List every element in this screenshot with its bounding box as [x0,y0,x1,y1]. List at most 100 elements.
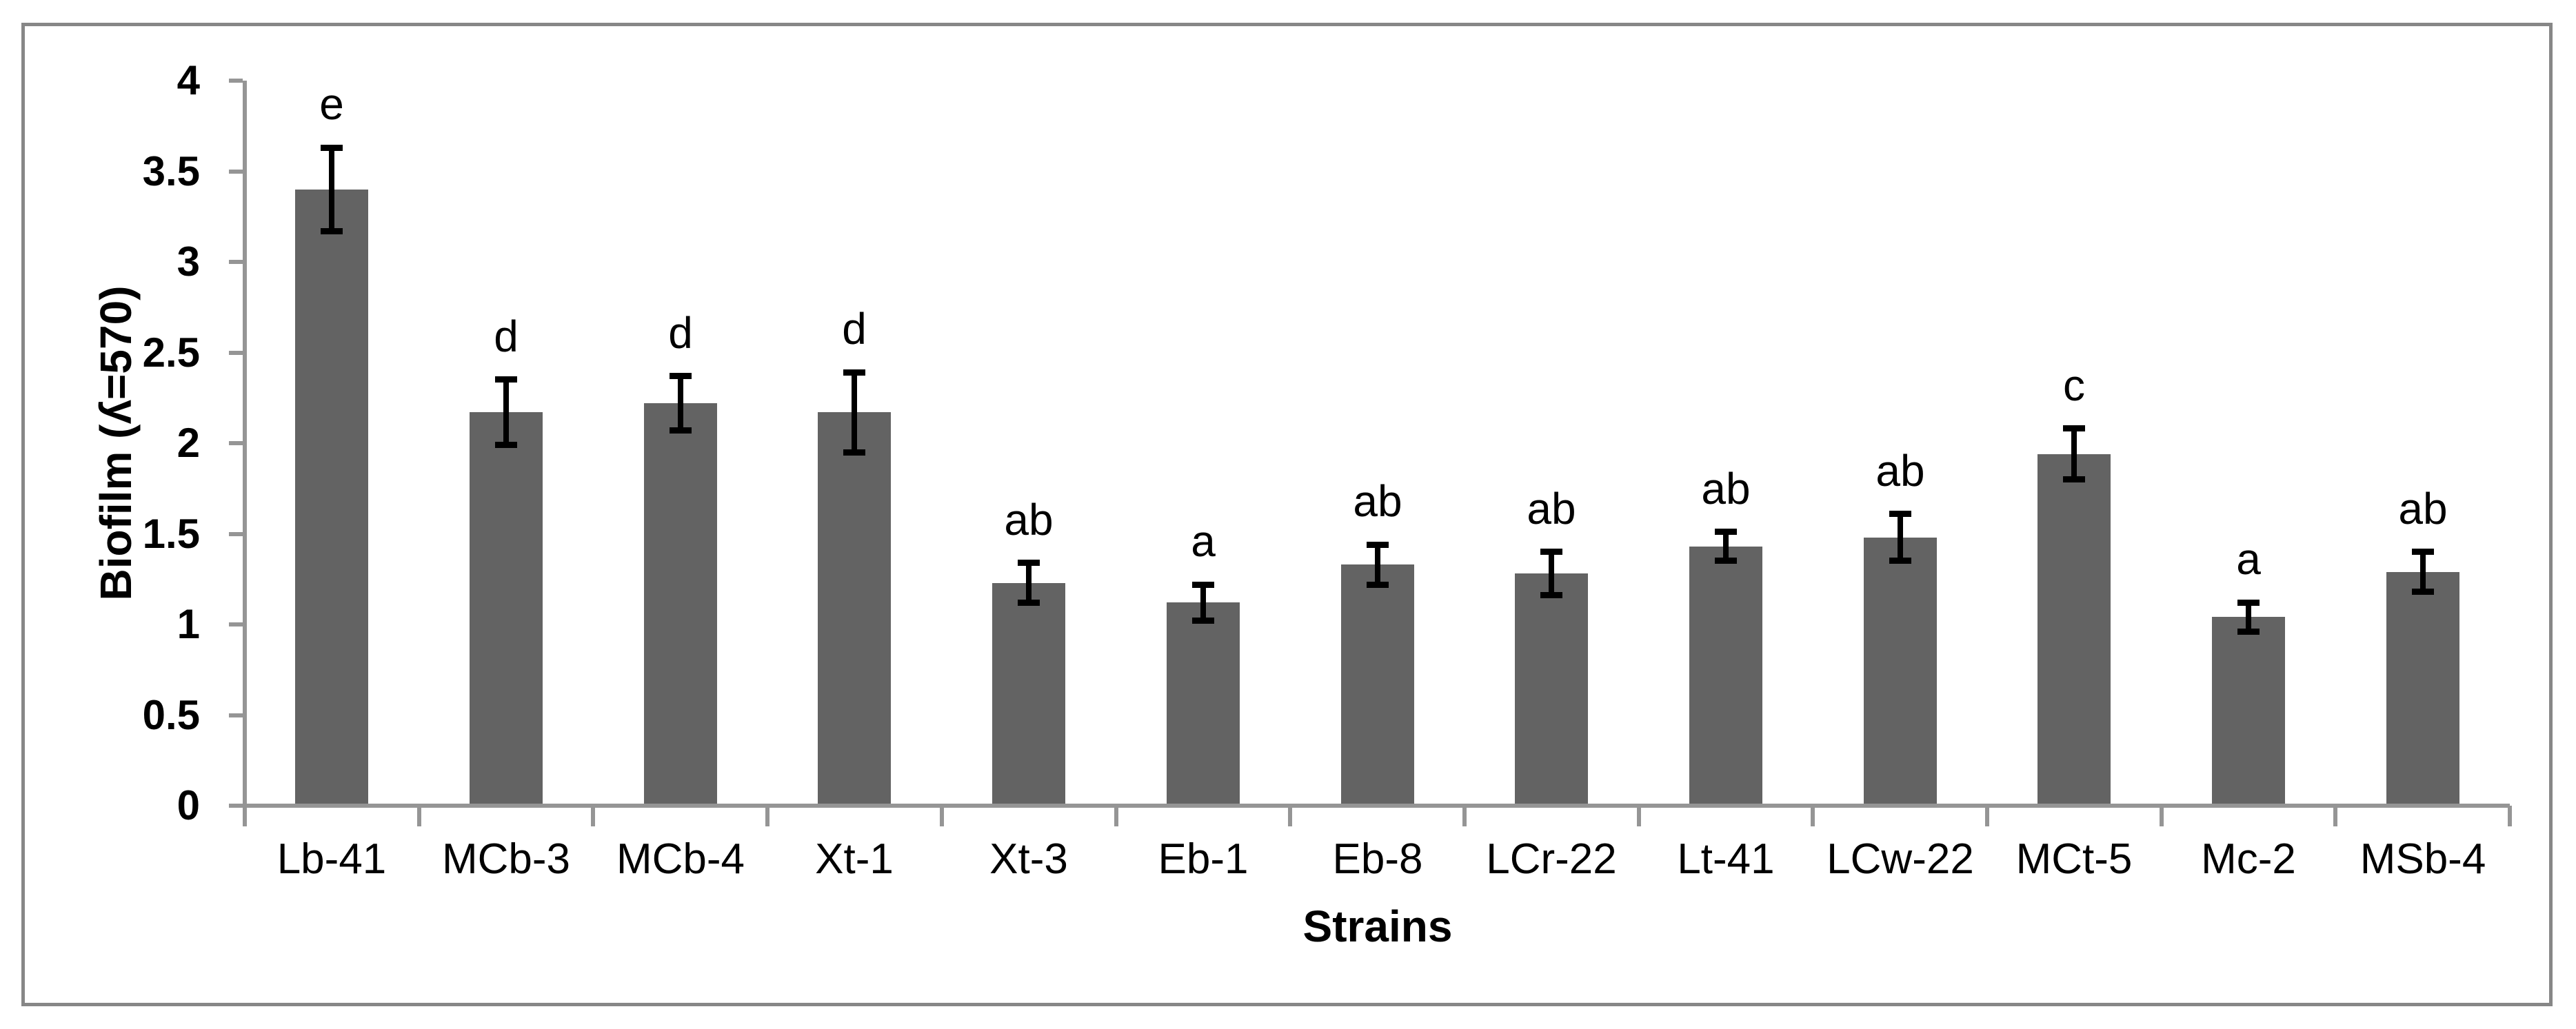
x-tick [765,806,769,826]
y-tick-label: 1 [177,601,200,647]
x-axis-baseline [243,804,2510,808]
significance-letter: a [1191,516,1216,566]
significance-letter: ab [1004,495,1054,544]
error-bar-cap-bottom [495,442,517,448]
error-bar-cap-bottom [2412,589,2434,595]
x-tick [940,806,944,826]
x-tick [2160,806,2164,826]
x-tick [2508,806,2512,826]
significance-letter: a [2236,534,2261,584]
error-bar-cap-bottom [843,449,865,456]
error-bar-cap-top [1540,549,1562,555]
error-bar-cap-top [1715,529,1737,535]
y-tick-label: 2 [177,420,200,466]
error-bar-line [1898,514,1903,561]
error-bar-cap-bottom [670,427,692,434]
error-bar-cap-bottom [1540,592,1562,598]
y-tick-label: 0.5 [142,692,200,738]
y-tick [229,713,243,717]
y-tick [229,441,243,445]
bar [1515,573,1588,804]
x-tick [1288,806,1292,826]
significance-letter: d [842,304,867,354]
error-bar-cap-top [321,145,343,151]
error-bar-cap-bottom [2237,629,2260,635]
bar [644,403,717,804]
y-tick-label: 3 [177,238,200,285]
y-tick-label: 2.5 [142,329,200,376]
bar [992,583,1065,804]
x-tick-label: Eb-1 [1158,835,1249,883]
error-bar-line [852,372,857,452]
bar [1864,538,1937,804]
error-bar-cap-top [1018,560,1040,566]
significance-letter: ab [2398,484,2448,533]
error-bar-line [2071,429,2077,480]
x-tick [1985,806,1989,826]
x-tick [417,806,421,826]
error-bar-cap-bottom [2063,476,2085,482]
x-tick-label: MCb-4 [616,835,745,883]
x-tick-label: MSb-4 [2359,835,2486,883]
bar [2037,454,2111,804]
y-tick [229,532,243,536]
y-axis-line [243,81,247,826]
x-tick-label: LCr-22 [1486,835,1617,883]
error-bar-line [678,376,683,431]
y-tick-label: 0 [177,782,200,828]
significance-letter: e [319,79,344,129]
error-bar-line [1375,544,1380,584]
error-bar-cap-top [1192,582,1214,588]
x-tick-label: Xt-1 [815,835,894,883]
bar [1689,547,1762,804]
y-tick [229,622,243,626]
y-tick [229,79,243,83]
x-tick-label: MCt-5 [2015,835,2133,883]
significance-letter: c [2063,360,2085,410]
x-tick-label: Eb-8 [1332,835,1423,883]
x-tick-label: Lb-41 [276,835,387,883]
error-bar-cap-top [670,373,692,379]
x-tick [1114,806,1118,826]
bar-chart-figure: Biofilm (ʎ=570) Strains 0 0.5 1 1.5 2 2.5 3 3.5… [21,23,2553,1006]
error-bar-line [1723,532,1729,561]
error-bar-cap-top [495,376,517,383]
x-axis-title: Strains [1302,901,1453,951]
significance-letter: ab [1875,446,1925,496]
x-tick [1462,806,1467,826]
bar [818,412,891,804]
x-tick-label: Lt-41 [1677,835,1775,883]
x-tick-label: LCw-22 [1827,835,1974,883]
significance-letter: ab [1701,464,1751,513]
significance-letter: d [668,308,693,358]
error-bar-line [1549,552,1554,595]
error-bar-cap-top [1889,511,1911,517]
x-tick [243,806,247,826]
error-bar-line [1026,563,1032,603]
y-tick [229,351,243,355]
x-tick-label: Mc-2 [2201,835,2296,883]
y-tick-label: 3.5 [142,148,200,194]
bar [2212,617,2285,804]
error-bar-cap-top [1367,542,1389,548]
y-tick [229,170,243,174]
x-tick [1637,806,1641,826]
significance-letter: d [494,312,519,361]
bar [2386,572,2459,804]
error-bar-line [2420,552,2426,592]
x-tick [591,806,595,826]
error-bar-cap-bottom [1367,582,1389,588]
error-bar-cap-bottom [1715,558,1737,564]
x-tick [2333,806,2337,826]
error-bar-cap-top [843,369,865,376]
error-bar-cap-bottom [1192,618,1214,624]
y-tick-label: 1.5 [142,511,200,557]
bar [1341,564,1414,804]
significance-letter: ab [1353,476,1402,526]
error-bar-cap-bottom [321,228,343,234]
error-bar-cap-top [2237,600,2260,606]
bar [1167,602,1240,804]
y-tick [229,260,243,264]
error-bar-line [329,147,334,231]
x-tick-label: Xt-3 [989,835,1068,883]
